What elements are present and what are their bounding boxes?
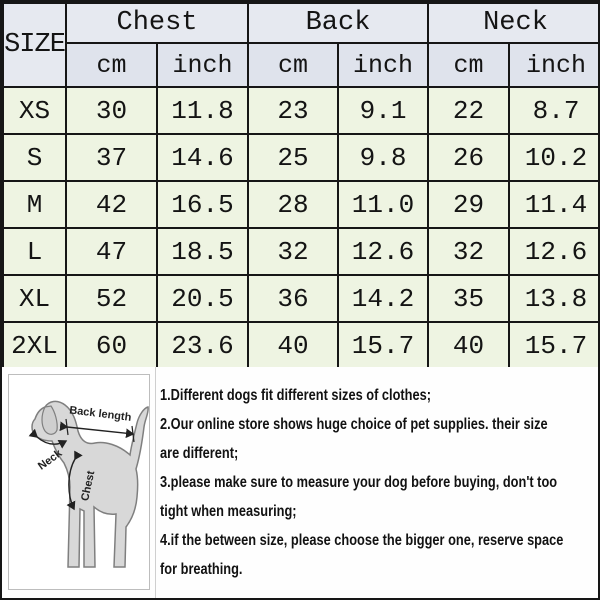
table-row-m: M 42 16.5 28 11.0 29 11.4 [2,180,598,229]
neck-inch-cell: 8.7 [508,86,598,135]
neck-cm-cell: 29 [427,180,511,229]
chest-inch-cell: 23.6 [155,321,250,370]
back-group-header: Back [247,2,430,44]
chest-inch-header: inch [155,42,250,88]
dog-measure-diagram: Back length Neck Chest [8,374,150,590]
back-cm-header: cm [247,42,340,88]
unit-header-row: cm inch cm inch cm inch [3,42,598,88]
chest-cm-cell: 52 [65,274,158,323]
table-row-xl: XL 52 20.5 36 14.2 35 13.8 [2,274,598,323]
back-cm-cell: 32 [247,227,340,276]
size-cell: M [2,180,67,229]
table-row-l: L 47 18.5 32 12.6 32 12.6 [2,227,598,276]
table-row-2xl: 2XL 60 23.6 40 15.7 40 15.7 [2,321,598,370]
note-line: tight when measuring; [160,503,297,520]
neck-inch-cell: 12.6 [508,227,598,276]
neck-cm-cell: 26 [427,133,511,182]
chest-cm-header: cm [65,42,158,88]
back-inch-header: inch [337,42,430,88]
faint-gridline [155,367,156,598]
chest-inch-cell: 11.8 [155,86,250,135]
neck-cm-cell: 35 [427,274,511,323]
size-cell: XS [2,86,67,135]
chest-cm-cell: 30 [65,86,158,135]
back-inch-cell: 9.8 [337,133,430,182]
size-cell: 2XL [2,321,67,370]
table-row-s: S 37 14.6 25 9.8 26 10.2 [2,133,598,182]
neck-cm-cell: 40 [427,321,511,370]
back-inch-cell: 9.1 [337,86,430,135]
back-inch-cell: 12.6 [337,227,430,276]
chest-cm-cell: 60 [65,321,158,370]
group-header-row: SIZE Chest Back Neck [2,2,598,88]
back-cm-cell: 28 [247,180,340,229]
back-inch-cell: 14.2 [337,274,430,323]
back-length-arrow [59,418,135,443]
sizing-notes: 1.Different dogs fit different sizes of … [160,381,598,584]
table-row-xs: XS 30 11.8 23 9.1 22 8.7 [2,86,598,135]
bottom-section: Back length Neck Chest 1.Different dogs … [2,367,598,598]
chest-group-header: Chest [64,2,250,44]
back-cm-cell: 23 [247,86,340,135]
neck-inch-cell: 10.2 [508,133,598,182]
back-inch-cell: 15.7 [337,321,430,370]
neck-cm-cell: 22 [427,86,511,135]
chest-arrow [66,450,83,511]
back-cm-cell: 36 [247,274,340,323]
neck-inch-cell: 13.8 [508,274,598,323]
neck-arrow [28,428,68,449]
chest-inch-cell: 20.5 [155,274,250,323]
back-inch-cell: 11.0 [337,180,430,229]
back-cm-cell: 25 [247,133,340,182]
chest-cm-cell: 42 [65,180,158,229]
size-cell: S [2,133,67,182]
dog-diagram-svg: Back length Neck Chest [28,400,149,568]
back-length-label: Back length [69,404,133,424]
chest-cm-cell: 37 [65,133,158,182]
neck-cm-cell: 32 [427,227,511,276]
neck-inch-cell: 15.7 [508,321,598,370]
neck-inch-header: inch [508,42,598,88]
neck-group-header: Neck [427,2,598,44]
size-column-header: SIZE [2,2,67,88]
note-line: 4.if the between size, please choose the… [160,532,564,549]
note-line: are different; [160,445,239,462]
neck-inch-cell: 11.4 [508,180,598,229]
back-cm-cell: 40 [247,321,340,370]
size-cell: XL [2,274,67,323]
note-line: 2.Our online store shows huge choice of … [160,416,548,433]
size-chart-table: SIZE Chest Back Neck cm inch cm inch cm … [2,2,598,370]
note-line: 3.please make sure to measure your dog b… [160,474,558,491]
note-line: for breathing. [160,561,243,578]
neck-cm-header: cm [427,42,511,88]
note-line: 1.Different dogs fit different sizes of … [160,387,431,404]
chest-inch-cell: 18.5 [155,227,250,276]
chest-cm-cell: 47 [65,227,158,276]
chest-inch-cell: 16.5 [155,180,250,229]
size-cell: L [2,227,67,276]
chest-inch-cell: 14.6 [155,133,250,182]
